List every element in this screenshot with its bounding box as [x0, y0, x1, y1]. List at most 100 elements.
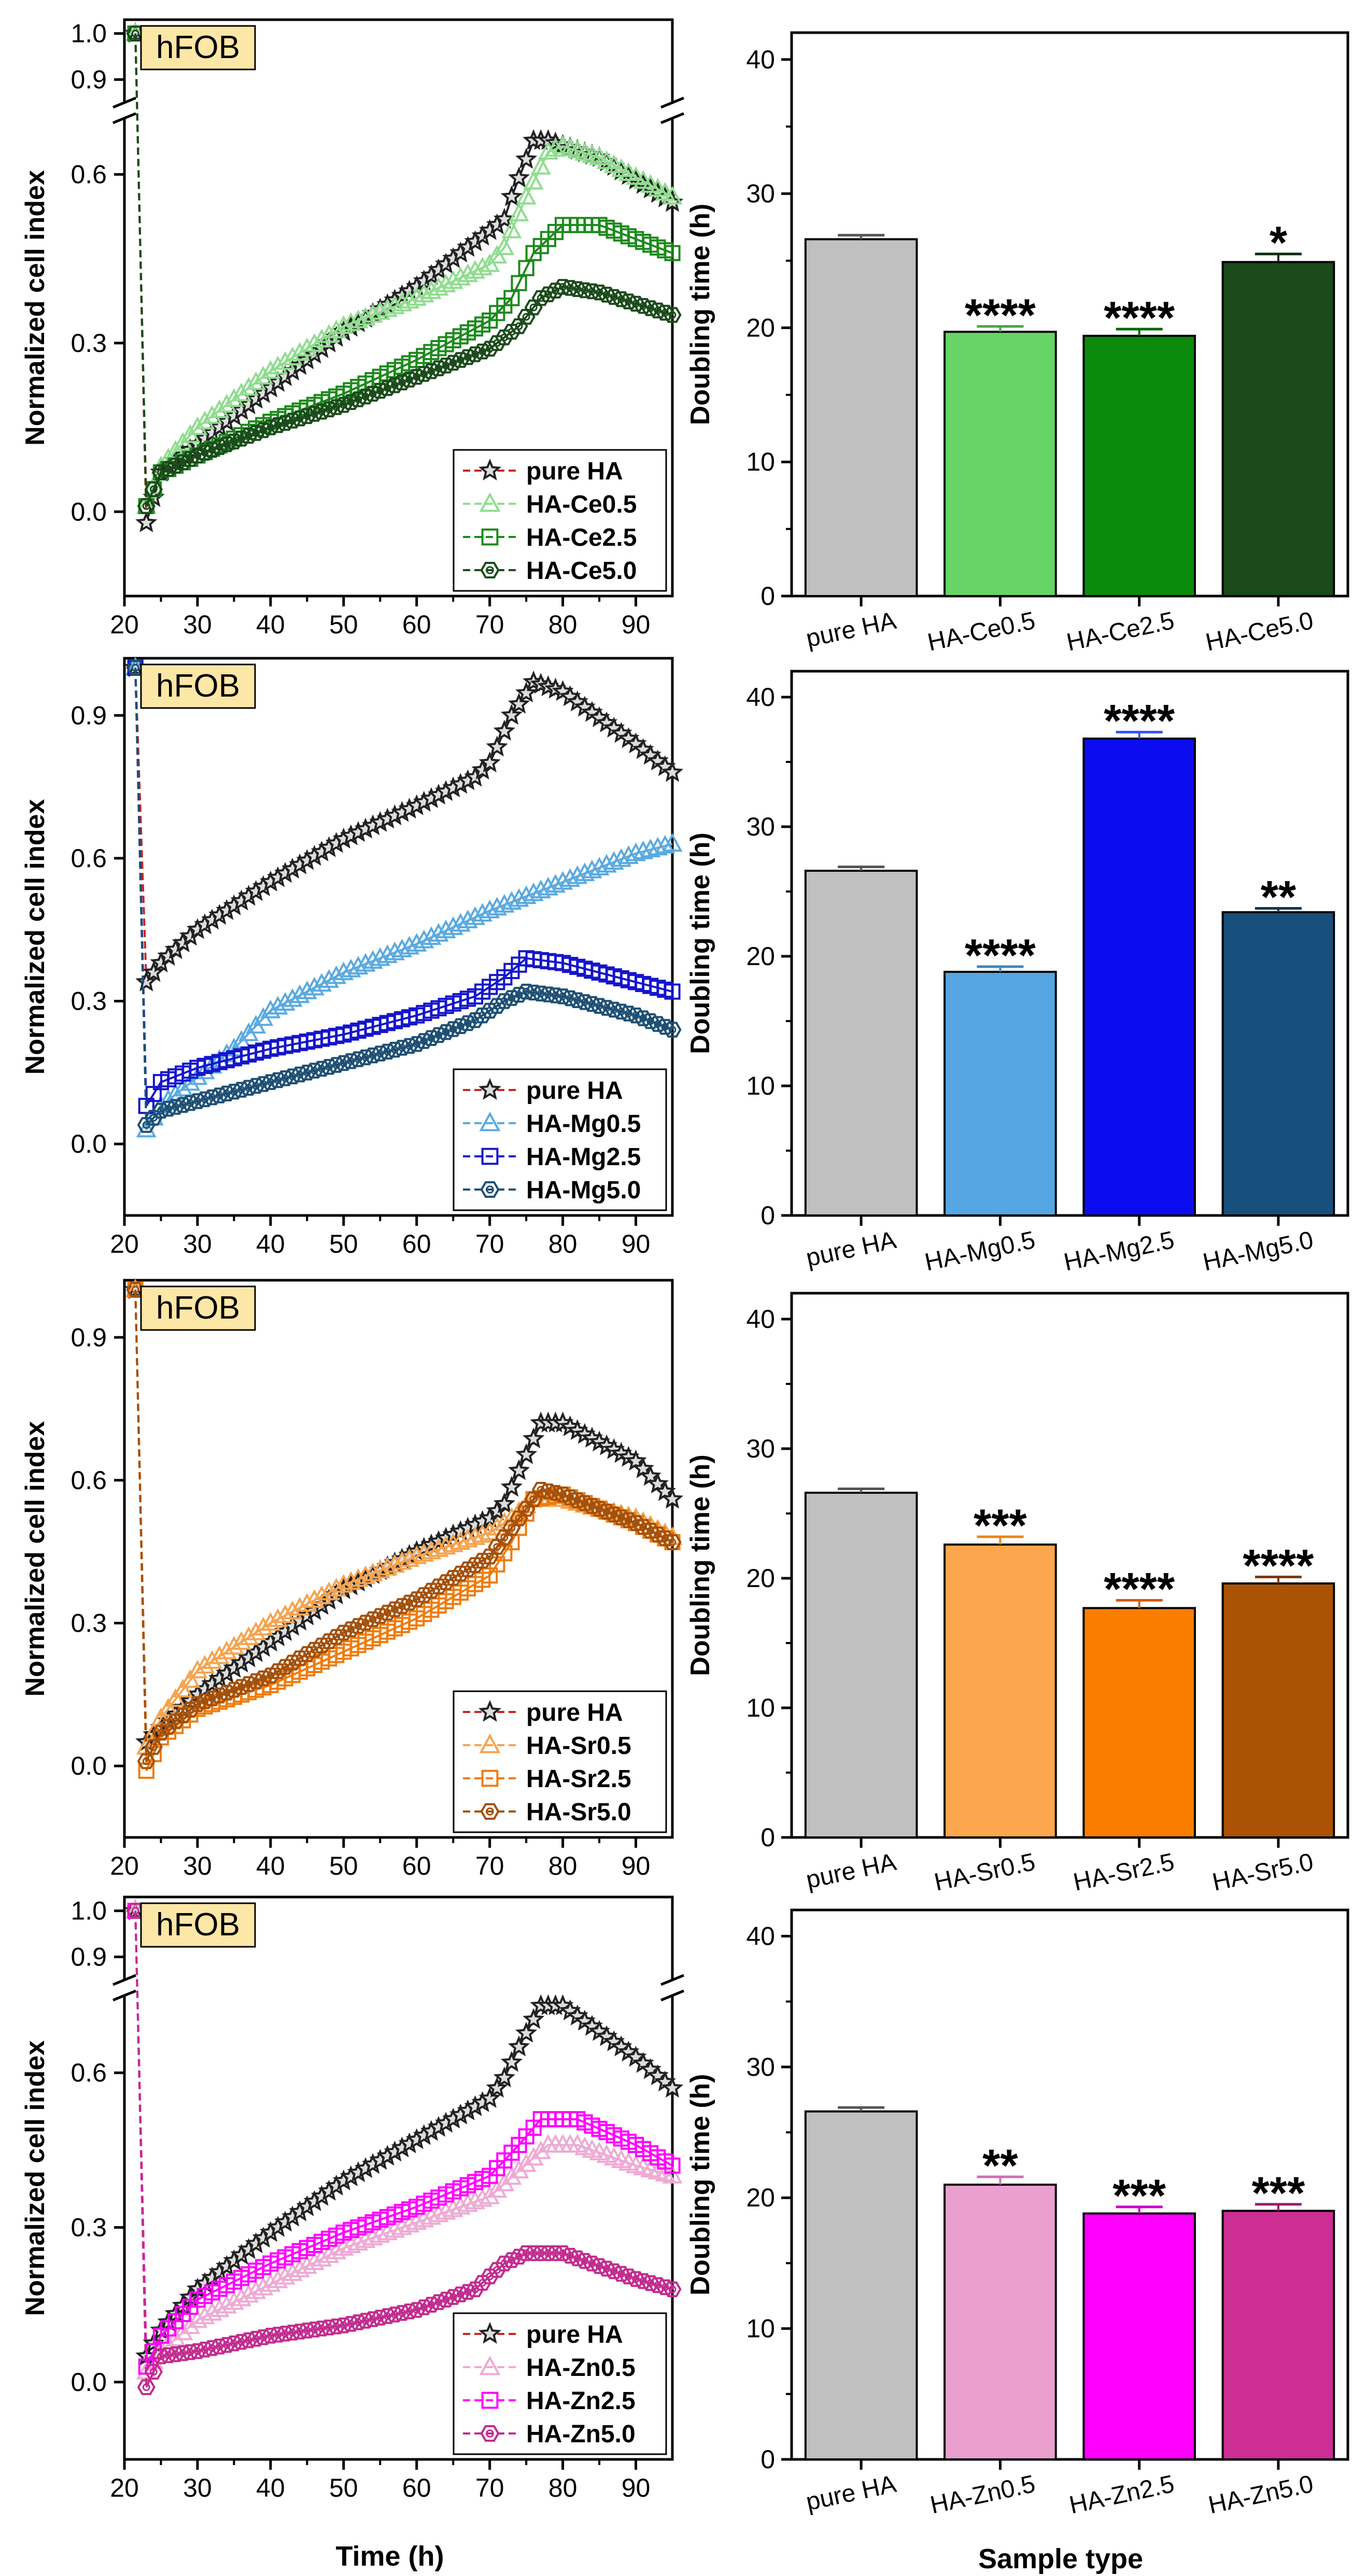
series-point [254, 422, 273, 438]
series-point [254, 1076, 273, 1092]
series-point [567, 865, 588, 884]
series-point [482, 1567, 498, 1584]
series-point [523, 2147, 544, 2165]
series-point [189, 2291, 206, 2308]
series-point [619, 1512, 638, 1528]
series-point [188, 1093, 207, 1109]
x-tick-label: HA-Ce0.5 [925, 607, 1037, 657]
series-point-core [486, 1552, 494, 1561]
series-point [195, 2341, 214, 2358]
y-tick-label-upper: 1.0 [71, 19, 107, 48]
legend-marker [481, 2391, 499, 2409]
series-start-marker [126, 660, 145, 676]
legend-marker [480, 562, 500, 578]
series-point [377, 2221, 398, 2241]
series-point [474, 983, 491, 1000]
series-point [464, 260, 485, 279]
series-point [362, 304, 383, 323]
series-point-core [508, 1524, 516, 1532]
legend-marker-core [486, 1807, 494, 1816]
series-point [298, 1646, 316, 1662]
y-tick-label: 0.9 [71, 1323, 107, 1352]
series-point [195, 1091, 214, 1108]
series-point-core [142, 1757, 150, 1765]
series-point [423, 344, 440, 360]
series-point [167, 2313, 184, 2330]
series-point [436, 1574, 455, 1590]
series-point [547, 224, 564, 240]
series-point [275, 2266, 295, 2285]
series-point [416, 1004, 432, 1022]
series-point [473, 343, 492, 360]
series-point [459, 990, 476, 1007]
series-point [277, 1670, 293, 1687]
x-tick-label: 40 [256, 1851, 285, 1880]
series-point [641, 1523, 660, 1539]
series-point [385, 1601, 404, 1618]
series-point [480, 2185, 500, 2204]
legend-label: HA-Sr2.5 [526, 1765, 631, 1793]
series-point [333, 1574, 354, 1593]
series-point [517, 309, 536, 325]
significance-marker: **** [965, 929, 1036, 981]
series-point [350, 1022, 367, 1039]
series-point [649, 1016, 667, 1032]
series-point [297, 980, 317, 999]
series-point [525, 2119, 542, 2136]
x-tick-label: 20 [110, 1851, 139, 1880]
series-point [210, 1087, 229, 1103]
series-point [467, 2174, 484, 2190]
series-point [661, 2076, 684, 2098]
series-point [487, 2179, 508, 2198]
series-point [401, 2201, 418, 2218]
series-point [641, 2275, 660, 2291]
series-point [407, 1591, 426, 1607]
legend-marker [480, 1181, 500, 1198]
series-point [247, 425, 265, 441]
y-tick-label: 40 [746, 683, 775, 712]
series-point [356, 388, 375, 405]
series-point [444, 1021, 462, 1037]
series-point [393, 2204, 411, 2220]
y-tick-label-upper: 1.0 [71, 1896, 107, 1926]
series-point [261, 419, 280, 435]
series-point [656, 2279, 674, 2296]
series-point [488, 998, 506, 1014]
line-chart-sr: 20 30 40 50 60 70 80 90 0.0 0.3 0.6 0.9 Normalized c… [20, 1278, 684, 1880]
legend-label: HA-Ce2.5 [526, 524, 637, 551]
series-point [238, 377, 259, 396]
series-point [661, 761, 684, 782]
series-point [392, 292, 413, 312]
line-chart-ce: 20 30 40 50 60 70 80 90 0.0 0.3 0.6 0.9 1.0 Normalize… [20, 18, 684, 639]
x-tick-label: pure HA [804, 2470, 898, 2516]
x-tick-label: 90 [622, 1229, 651, 1258]
line-chart-zn: 20 30 40 50 60 70 80 90 0.0 0.3 0.6 0.9 1.0 Normalize… [20, 1895, 684, 2502]
series-point [500, 704, 523, 725]
series-point [429, 1578, 448, 1594]
series-point [626, 295, 645, 312]
series-point [436, 1024, 455, 1040]
series-point [664, 245, 681, 261]
series-point [175, 1065, 191, 1082]
series-point [270, 1673, 286, 1690]
series-point [435, 2201, 456, 2220]
legend-marker [478, 1078, 502, 1100]
x-tick-label: 80 [548, 1229, 578, 1258]
series-point [428, 277, 449, 296]
series-point [414, 929, 434, 949]
series-point [612, 1509, 630, 1525]
series-point [574, 862, 595, 882]
series-point [428, 1538, 449, 1557]
series-point [553, 988, 572, 1004]
series-point [385, 377, 404, 393]
bar-chart-ce: 0 10 20 30 40 Doubling time (h) pure HA **** HA-… [685, 31, 1349, 657]
series-point [488, 1539, 506, 1555]
axis-break-mark-left-upper [112, 96, 136, 109]
series-point [422, 1030, 441, 1046]
legend-marker [479, 492, 501, 512]
bar-chart-mg: 0 10 20 30 40 Doubling time (h) pure HA **** HA-… [685, 670, 1349, 1277]
series-point [319, 1581, 340, 1601]
y-tick-label-upper: 0.9 [71, 65, 107, 94]
series-point [473, 1552, 492, 1569]
